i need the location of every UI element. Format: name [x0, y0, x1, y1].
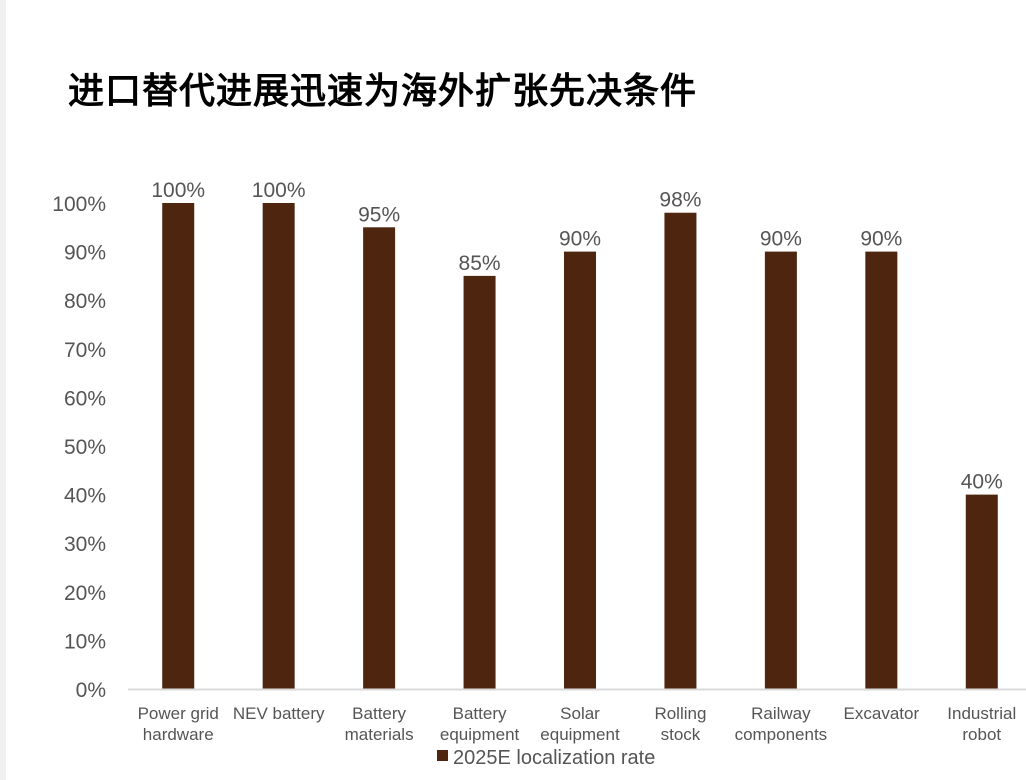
y-axis-labels: 0% 10% 20% 30% 40% 50% 60% 70% 80% 90% 100% — [52, 193, 106, 702]
category-label: Battery equipment — [440, 704, 520, 744]
bar — [764, 251, 797, 689]
category-label: Battery materials — [345, 704, 414, 744]
bar — [865, 251, 898, 689]
bar — [262, 203, 295, 689]
category-label: Railway components — [735, 704, 828, 744]
bar — [363, 227, 396, 690]
category-labels: Power grid hardware NEV battery Battery mate… — [138, 704, 1017, 744]
bar — [162, 203, 195, 689]
category-label-line: hardware — [143, 725, 214, 744]
bars — [162, 203, 998, 690]
data-label: 95% — [358, 203, 400, 226]
bar — [564, 251, 596, 689]
category-label-line: stock — [661, 725, 701, 744]
y-tick-label: 10% — [64, 630, 106, 653]
category-label-line: Battery — [352, 704, 406, 723]
bar — [965, 494, 998, 689]
y-tick-label: 100% — [52, 193, 106, 216]
category-label-line: Battery — [453, 704, 507, 723]
data-labels: 100% 100% 95% 85% 90% 98% 90% 90% 40% — [151, 179, 1002, 494]
y-tick-label: 20% — [64, 582, 106, 605]
category-label-line: NEV battery — [233, 704, 325, 723]
category-label-line: Power grid — [138, 704, 219, 723]
y-tick-label: 70% — [64, 339, 106, 362]
y-tick-label: 90% — [64, 242, 106, 265]
category-label: Solar equipment — [540, 704, 620, 744]
y-tick-label: 0% — [76, 679, 106, 702]
data-label: 90% — [860, 228, 902, 251]
category-label: Industrial robot — [947, 704, 1016, 744]
page-title: 进口替代进展迅速为海外扩张先决条件 — [68, 71, 698, 112]
data-label: 90% — [559, 228, 601, 251]
category-label-line: equipment — [440, 725, 520, 744]
legend-label: 2025E localization rate — [453, 747, 655, 769]
y-tick-label: 60% — [64, 387, 106, 410]
category-label-line: Solar — [560, 704, 600, 723]
y-tick-label: 50% — [64, 436, 106, 459]
data-label: 85% — [459, 252, 501, 275]
bar-chart: 0%10%20%30%40%50%60%70%80%90%100% 100% 10… — [52, 179, 1026, 769]
legend: 2025E localization rate — [437, 747, 655, 769]
y-tick-label: 80% — [64, 290, 106, 313]
data-label: 90% — [760, 228, 802, 251]
y-tick-label: 30% — [64, 533, 106, 556]
category-label-line: components — [735, 725, 828, 744]
category-label-line: robot — [962, 725, 1001, 744]
bar — [664, 212, 697, 689]
category-label: Rolling stock — [654, 704, 706, 744]
category-label-line: equipment — [540, 725, 620, 744]
data-label: 100% — [151, 179, 205, 202]
data-label: 100% — [252, 179, 306, 202]
category-label-line: Rolling — [654, 704, 706, 723]
category-label: Power grid hardware — [138, 704, 219, 744]
category-label-line: Industrial — [947, 704, 1016, 723]
data-label: 98% — [659, 189, 701, 212]
bar — [463, 275, 496, 689]
category-label: Excavator — [844, 704, 920, 723]
category-label-line: materials — [345, 725, 414, 744]
category-label-line: Railway — [751, 704, 811, 723]
category-label: NEV battery — [233, 704, 325, 723]
y-tick-label: 40% — [64, 485, 106, 508]
category-label-line: Excavator — [844, 704, 920, 723]
legend-swatch — [437, 750, 448, 761]
data-label: 40% — [961, 471, 1003, 494]
